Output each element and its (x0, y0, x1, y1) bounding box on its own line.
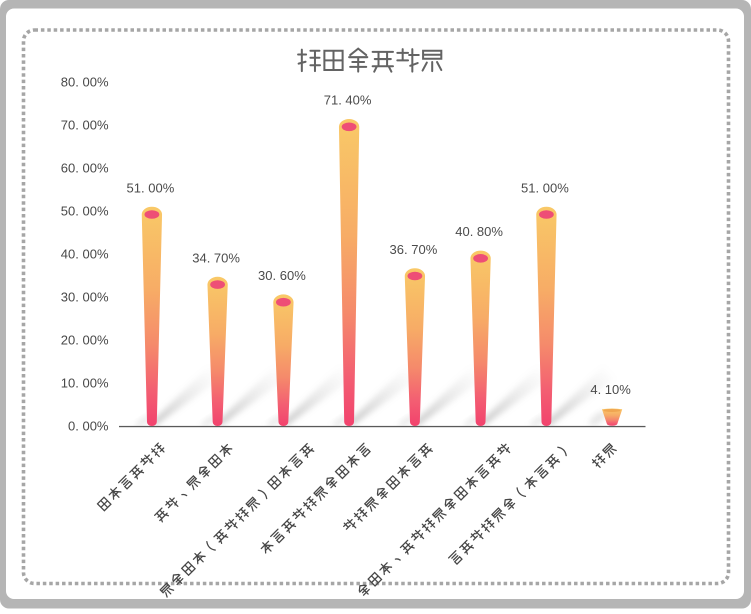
svg-text:60. 00%: 60. 00% (61, 161, 109, 176)
svg-text:71. 40%: 71. 40% (324, 93, 372, 108)
svg-text:50. 00%: 50. 00% (61, 204, 109, 219)
svg-text:51. 00%: 51. 00% (127, 180, 175, 195)
svg-text:80. 00%: 80. 00% (61, 75, 109, 90)
svg-text:20. 00%: 20. 00% (61, 333, 109, 348)
svg-text:0. 00%: 0. 00% (68, 419, 109, 434)
svg-text:36. 70%: 36. 70% (390, 242, 438, 257)
svg-text:34. 70%: 34. 70% (192, 250, 240, 265)
svg-text:10. 00%: 10. 00% (61, 376, 109, 391)
svg-text:40. 00%: 40. 00% (61, 247, 109, 262)
svg-text:4. 10%: 4. 10% (590, 382, 631, 397)
svg-text:30. 00%: 30. 00% (61, 290, 109, 305)
svg-text:30. 60%: 30. 60% (258, 268, 306, 283)
svg-text:40. 80%: 40. 80% (455, 224, 503, 239)
svg-text:70. 00%: 70. 00% (61, 118, 109, 133)
svg-text:51. 00%: 51. 00% (521, 180, 569, 195)
